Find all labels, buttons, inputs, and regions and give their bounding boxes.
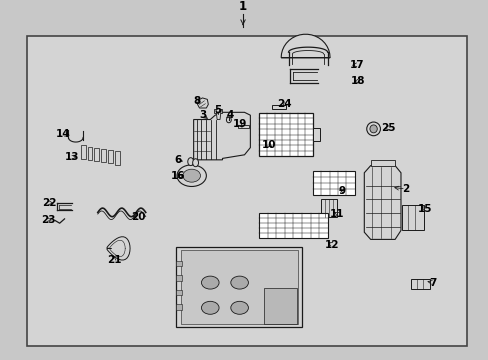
- Polygon shape: [370, 160, 394, 166]
- Polygon shape: [181, 250, 298, 324]
- Circle shape: [183, 169, 200, 182]
- Text: 11: 11: [329, 209, 344, 219]
- Polygon shape: [238, 125, 249, 128]
- Text: 8: 8: [193, 96, 200, 106]
- Text: 2: 2: [402, 184, 408, 194]
- Text: 4: 4: [225, 110, 233, 120]
- Text: 15: 15: [417, 204, 432, 214]
- Polygon shape: [281, 34, 329, 58]
- Ellipse shape: [369, 125, 377, 133]
- Polygon shape: [87, 147, 92, 160]
- Polygon shape: [259, 213, 327, 238]
- Polygon shape: [81, 145, 85, 159]
- Polygon shape: [259, 113, 312, 156]
- Text: 20: 20: [131, 212, 145, 222]
- Polygon shape: [94, 148, 99, 161]
- Text: 17: 17: [349, 60, 364, 70]
- Text: 10: 10: [261, 140, 276, 150]
- Polygon shape: [193, 112, 250, 160]
- Text: 23: 23: [41, 215, 55, 225]
- Circle shape: [177, 165, 206, 186]
- Ellipse shape: [192, 159, 198, 167]
- Text: 12: 12: [325, 240, 339, 250]
- Text: 22: 22: [41, 198, 56, 208]
- Bar: [27, 36, 466, 346]
- Polygon shape: [216, 108, 221, 120]
- Text: 25: 25: [381, 123, 395, 133]
- Polygon shape: [312, 128, 320, 141]
- Polygon shape: [321, 199, 337, 217]
- Polygon shape: [176, 304, 182, 310]
- Text: 6: 6: [175, 155, 182, 165]
- Polygon shape: [101, 149, 106, 162]
- Polygon shape: [271, 105, 285, 109]
- Circle shape: [230, 276, 248, 289]
- Text: 9: 9: [338, 186, 345, 196]
- Ellipse shape: [187, 158, 193, 166]
- Text: 14: 14: [56, 129, 71, 139]
- Text: 5: 5: [214, 105, 221, 115]
- Polygon shape: [176, 247, 302, 327]
- Polygon shape: [107, 237, 130, 260]
- Polygon shape: [401, 205, 424, 230]
- Polygon shape: [108, 150, 113, 163]
- Circle shape: [201, 276, 219, 289]
- Polygon shape: [364, 166, 400, 239]
- Text: 21: 21: [106, 255, 121, 265]
- Ellipse shape: [226, 117, 231, 123]
- Polygon shape: [177, 174, 183, 177]
- Polygon shape: [176, 290, 182, 295]
- Polygon shape: [312, 171, 354, 195]
- Text: 16: 16: [171, 171, 185, 181]
- Circle shape: [201, 301, 219, 314]
- Polygon shape: [410, 279, 429, 289]
- Polygon shape: [176, 275, 182, 281]
- Ellipse shape: [366, 122, 380, 136]
- Polygon shape: [214, 109, 222, 113]
- Text: 3: 3: [199, 110, 206, 120]
- Text: 13: 13: [65, 152, 80, 162]
- Polygon shape: [176, 261, 182, 266]
- Polygon shape: [264, 288, 297, 324]
- Text: 19: 19: [232, 119, 246, 129]
- Circle shape: [230, 301, 248, 314]
- Text: 1: 1: [239, 0, 246, 13]
- Polygon shape: [115, 151, 120, 165]
- Text: 18: 18: [350, 76, 365, 86]
- Polygon shape: [197, 98, 208, 108]
- Text: 24: 24: [277, 99, 291, 109]
- Text: 7: 7: [428, 278, 436, 288]
